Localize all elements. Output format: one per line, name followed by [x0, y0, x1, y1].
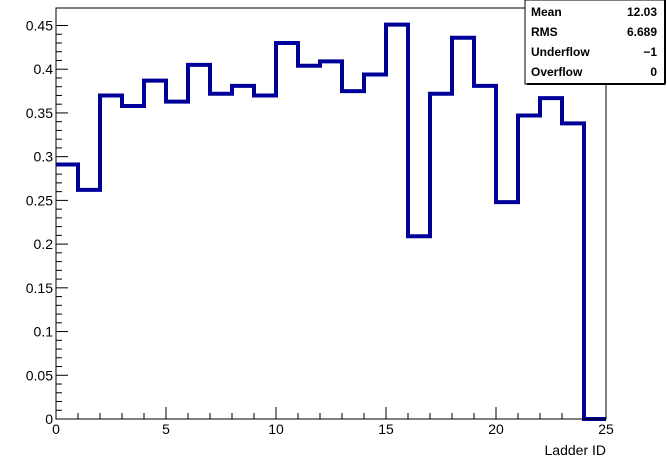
y-tick-label: 0.35 — [26, 105, 53, 121]
y-tick-label: 0.45 — [26, 17, 53, 33]
y-tick-label: 0.4 — [34, 61, 54, 77]
y-axis-ticks: 0 0.05 0.1 0.15 0.2 0.25 0.3 0.35 0.4 0.45 — [26, 17, 68, 427]
stats-value: −1 — [643, 45, 657, 59]
x-tick-label: 20 — [488, 421, 504, 437]
y-tick-label: 0.3 — [34, 149, 54, 165]
y-tick-label: 0.25 — [26, 192, 53, 208]
x-tick-label: 15 — [378, 421, 394, 437]
stats-box: Mean 12.03 RMS 6.689 Underflow −1 Overflow 0 — [524, 0, 666, 85]
y-tick-label: 0.05 — [26, 367, 53, 383]
y-tick-label: 0.1 — [34, 324, 54, 340]
histogram-line — [56, 22, 606, 421]
x-tick-label: 10 — [268, 421, 284, 437]
x-tick-label: 0 — [52, 421, 60, 437]
x-tick-label: 5 — [162, 421, 170, 437]
y-tick-label: 0 — [45, 411, 53, 427]
stats-label: Overflow — [531, 65, 583, 79]
plot-frame — [55, 7, 607, 420]
stats-label: Mean — [531, 5, 562, 19]
stats-value: 0 — [650, 65, 657, 79]
stats-value: 6.689 — [627, 25, 657, 39]
x-axis-title: Ladder ID — [545, 442, 606, 458]
y-tick-label: 0.2 — [34, 236, 54, 252]
stats-value: 12.03 — [627, 5, 657, 19]
stats-box-border — [524, 0, 666, 85]
y-tick-label: 0.15 — [26, 280, 53, 296]
stats-label: Underflow — [531, 45, 590, 59]
x-tick-label: 25 — [598, 421, 614, 437]
stats-label: RMS — [531, 25, 558, 39]
x-axis-ticks: 0 5 10 15 20 25 — [52, 407, 614, 437]
